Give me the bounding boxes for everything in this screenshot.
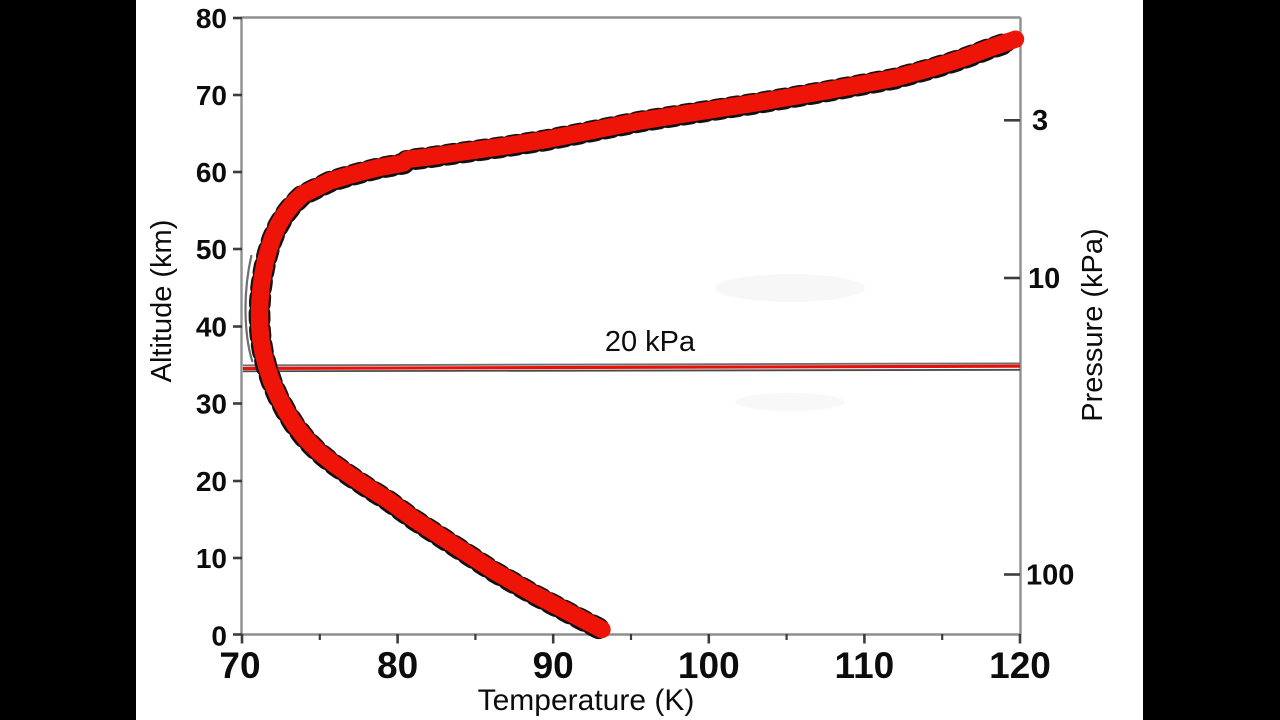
svg-text:110: 110 — [835, 645, 895, 686]
svg-text:0: 0 — [211, 621, 227, 652]
svg-text:10: 10 — [1028, 263, 1060, 295]
svg-text:90: 90 — [533, 645, 574, 686]
svg-text:100: 100 — [1026, 560, 1074, 592]
svg-text:40: 40 — [196, 312, 227, 343]
svg-text:50: 50 — [196, 234, 227, 265]
svg-text:20 kPa: 20 kPa — [605, 326, 696, 358]
svg-text:70: 70 — [219, 645, 260, 686]
svg-text:80: 80 — [196, 3, 227, 34]
svg-text:10: 10 — [196, 543, 227, 574]
svg-text:80: 80 — [377, 645, 418, 686]
svg-text:Altitude (km): Altitude (km) — [146, 220, 178, 383]
svg-text:20: 20 — [196, 466, 227, 497]
svg-text:30: 30 — [196, 389, 227, 420]
svg-text:60: 60 — [196, 157, 227, 188]
svg-text:70: 70 — [196, 80, 227, 111]
svg-text:Temperature (K): Temperature (K) — [478, 684, 695, 717]
svg-text:100: 100 — [678, 645, 740, 686]
svg-text:120: 120 — [989, 645, 1051, 686]
svg-text:3: 3 — [1032, 105, 1048, 137]
svg-text:Pressure (kPa): Pressure (kPa) — [1077, 228, 1109, 421]
